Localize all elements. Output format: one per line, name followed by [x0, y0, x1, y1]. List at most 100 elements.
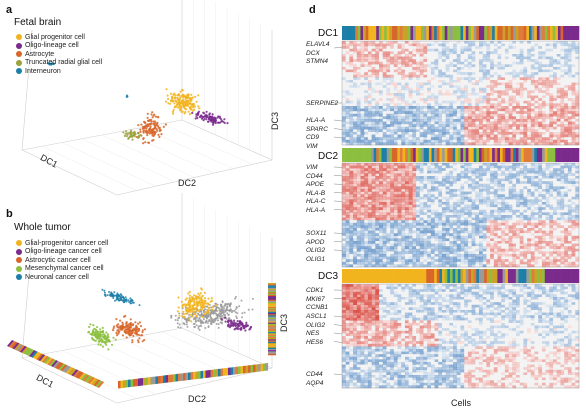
heatmap-dc1-cell — [475, 90, 480, 94]
scatter-point-oligo — [237, 327, 240, 331]
heatmap-dc1-cell — [519, 129, 524, 133]
heatmap-dc1-cell — [556, 85, 561, 88]
heatmap-dc1-cell — [456, 61, 461, 65]
heatmap-dc2-cell — [493, 183, 498, 187]
heatmap-dc1-cell — [371, 72, 376, 75]
dc1-color-strip — [18, 345, 26, 352]
heatmap-dc1-cell — [523, 98, 528, 101]
heatmap-dc2-cell — [530, 178, 535, 182]
scatter-point-glial-progenitor — [189, 306, 192, 309]
heatmap-dc1-cell — [434, 142, 439, 146]
heatmap-dc1-cell — [367, 132, 372, 135]
heatmap-dc1-cell — [449, 119, 454, 122]
heatmap-dc1-cell — [441, 59, 446, 62]
heatmap-dc1-cell — [530, 111, 535, 114]
scatter-point-astrocyte — [145, 130, 148, 133]
heatmap-dc2-cell — [397, 186, 402, 190]
heatmap-dc2-cell — [401, 178, 406, 182]
heatmap-dc1-cell — [416, 124, 420, 127]
heatmap-dc1-cell — [464, 95, 469, 99]
scatter-point-glial-progenitor — [185, 309, 188, 312]
scatter-point-glial-progenitor — [188, 294, 191, 297]
heatmap-dc1-cell — [441, 106, 446, 109]
heatmap-dc1-cell — [416, 121, 420, 125]
heatmap-dc2-cell — [342, 176, 346, 179]
heatmap-dc1-cell — [556, 67, 561, 70]
dc2-cell-annotation — [413, 148, 417, 162]
heatmap-dc2-cell — [412, 168, 417, 171]
heatmap-dc1-cell — [571, 67, 576, 70]
heatmap-dc1-cell — [545, 121, 550, 125]
heatmap-dc1-cell — [386, 93, 391, 96]
dc3-color-strip — [268, 341, 276, 344]
heatmap-dc2-cell — [397, 183, 402, 187]
heatmap-dc2-cell — [575, 183, 580, 187]
scatter-point-glial-progenitor — [194, 95, 197, 98]
heatmap-dc2-cell — [367, 181, 372, 184]
heatmap-dc1-cell — [475, 54, 480, 57]
heatmap-dc1-cell — [471, 103, 476, 107]
heatmap-dc1-cell — [512, 43, 517, 47]
heatmap-dc1-cell — [342, 98, 346, 101]
heatmap-dc1-cell — [441, 90, 446, 94]
heatmap-dc1-cell — [445, 129, 450, 133]
heatmap-dc1-cell — [512, 90, 517, 94]
heatmap-dc1-cell — [401, 93, 406, 96]
heatmap-dc1-cell — [571, 124, 576, 127]
scatter-point-unassigned — [235, 306, 238, 308]
heatmap-dc1-cell — [445, 85, 450, 88]
heatmap-dc1-cell — [408, 77, 413, 81]
heatmap-dc1-cell — [371, 139, 376, 143]
heatmap-dc1-cell — [534, 121, 539, 125]
heatmap-dc1-cell — [523, 85, 528, 88]
dc3-color-strip — [268, 296, 276, 298]
scatter-point-astrocytic — [120, 325, 123, 328]
heatmap-dc1-cell — [549, 80, 554, 83]
heatmap-dc1-cell — [493, 67, 498, 70]
heatmap-dc1-cell — [567, 72, 572, 75]
heatmap-dc1-cell — [534, 72, 539, 75]
dc1-color-strip — [45, 357, 53, 365]
heatmap-dc1-cell — [519, 69, 524, 73]
heatmap-dc1-cell — [397, 132, 402, 135]
heatmap-dc2-cell — [434, 176, 439, 179]
heatmap-dc1-cell — [416, 134, 420, 138]
heatmap-dc1-cell — [504, 80, 509, 83]
heatmap-dc2-cell — [516, 186, 520, 190]
heatmap-dc1-cell — [545, 119, 550, 122]
heatmap-dc1-cell — [530, 103, 535, 107]
heatmap-dc1-cell — [519, 90, 524, 94]
heatmap-dc1-cell — [501, 74, 506, 78]
heatmap-dc1-cell — [349, 95, 354, 99]
heatmap-dc1-cell — [430, 90, 435, 94]
heatmap-dc1-cell — [453, 64, 457, 68]
heatmap-dc2-cell — [356, 189, 361, 192]
heatmap-dc1-cell — [549, 134, 554, 138]
heatmap-dc1-cell — [449, 56, 454, 60]
heatmap-dc1-cell — [427, 129, 432, 133]
heatmap-dc1-cell — [541, 51, 546, 55]
heatmap-dc2-cell — [367, 189, 372, 192]
heatmap-dc1-cell — [438, 61, 443, 65]
heatmap-dc1-cell — [393, 69, 398, 73]
heatmap-dc2-cell — [556, 181, 561, 184]
heatmap-dc2-cell — [360, 173, 365, 177]
heatmap-dc1-cell — [482, 98, 487, 101]
heatmap-dc1-cell — [471, 43, 476, 47]
heatmap-dc2-cell — [412, 163, 417, 166]
heatmap-dc1-cell — [401, 82, 406, 86]
heatmap-dc2-cell — [467, 165, 472, 169]
heatmap-dc1-cell — [464, 126, 469, 130]
heatmap-dc1-cell — [423, 108, 428, 112]
heatmap-dc1-cell — [404, 126, 409, 130]
heatmap-dc1-cell — [412, 106, 417, 109]
heatmap-dc1-cell — [482, 85, 487, 88]
heatmap-dc1-cell — [408, 124, 413, 127]
heatmap-dc1-cell — [379, 80, 383, 83]
heatmap-dc1-cell — [371, 132, 376, 135]
dc3-color-strip — [268, 301, 276, 303]
heatmap-dc1-cell — [538, 61, 543, 65]
heatmap-dc1-cell — [460, 124, 465, 127]
heatmap-dc2-cell — [549, 186, 554, 190]
heatmap-dc1-cell — [482, 46, 487, 49]
